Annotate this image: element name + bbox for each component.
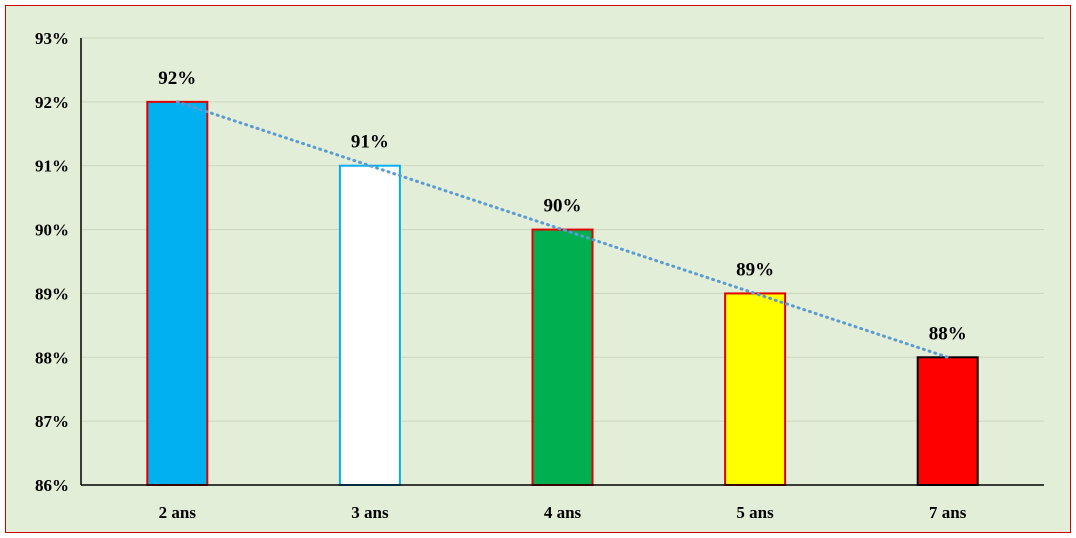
bar (724, 292, 787, 486)
x-tick-label: 2 ans (159, 503, 197, 522)
y-tick-label: 91% (35, 157, 69, 176)
y-tick-label: 92% (35, 93, 69, 112)
y-tick-label: 90% (35, 221, 69, 240)
chart-frame: 86% 87% 88% 89% 90% 91% 92% 93% 92% 2 ans 91% 3 ans… (5, 5, 1071, 533)
y-tick-label: 87% (35, 412, 69, 431)
y-tick-label: 93% (35, 29, 69, 48)
x-tick-label: 5 ans (736, 503, 774, 522)
bar-chart: 86% 87% 88% 89% 90% 91% 92% 93% 92% 2 ans 91% 3 ans… (35, 29, 1044, 522)
y-tick-label: 88% (35, 348, 69, 367)
bar (916, 356, 979, 486)
x-tick-label: 7 ans (929, 503, 967, 522)
data-label: 89% (736, 259, 774, 280)
x-tick-label: 4 ans (544, 503, 582, 522)
data-label: 90% (544, 196, 582, 217)
bar (146, 100, 209, 486)
data-label: 91% (351, 132, 389, 153)
y-tick-label: 86% (35, 476, 69, 495)
bar (531, 228, 594, 486)
bar (338, 164, 401, 486)
data-label: 92% (158, 68, 196, 89)
data-label: 88% (929, 323, 967, 344)
axes (80, 38, 1044, 486)
x-tick-label: 3 ans (351, 503, 389, 522)
labels: 86% 87% 88% 89% 90% 91% 92% 93% 92% 2 ans 91% 3 ans… (35, 29, 967, 522)
y-tick-label: 89% (35, 284, 69, 303)
